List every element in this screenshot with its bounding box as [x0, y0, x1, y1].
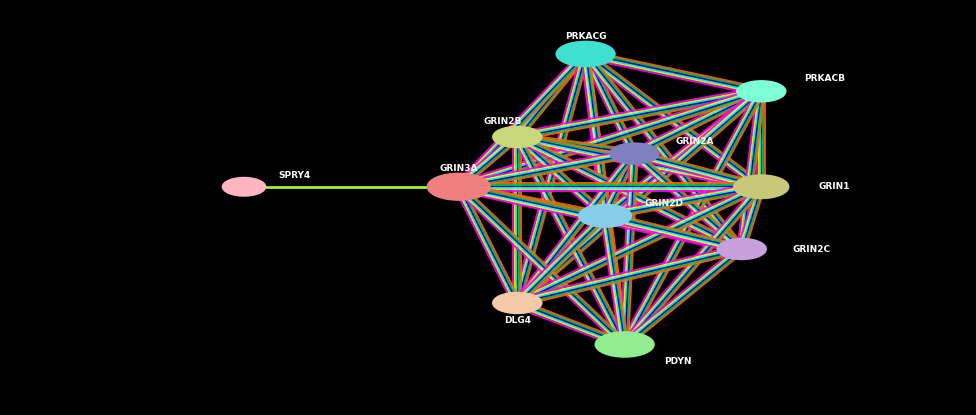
Circle shape [223, 178, 265, 196]
Text: GRIN2C: GRIN2C [793, 244, 832, 254]
Circle shape [717, 239, 766, 259]
Circle shape [579, 205, 631, 227]
Circle shape [595, 332, 654, 357]
Text: GRIN2A: GRIN2A [675, 137, 714, 146]
Circle shape [734, 175, 789, 198]
Circle shape [737, 81, 786, 102]
Text: GRIN2B: GRIN2B [483, 117, 522, 126]
Text: DLG4: DLG4 [504, 316, 531, 325]
Text: GRIN3A: GRIN3A [439, 164, 478, 173]
Text: PRKACG: PRKACG [565, 32, 606, 41]
Text: GRIN2D: GRIN2D [644, 199, 683, 208]
Text: PDYN: PDYN [665, 357, 692, 366]
Circle shape [493, 293, 542, 313]
Text: PRKACB: PRKACB [804, 73, 845, 83]
Circle shape [427, 173, 490, 200]
Circle shape [610, 143, 659, 164]
Text: GRIN1: GRIN1 [819, 182, 850, 191]
Text: SPRY4: SPRY4 [278, 171, 311, 180]
Circle shape [556, 42, 615, 66]
Circle shape [493, 127, 542, 147]
